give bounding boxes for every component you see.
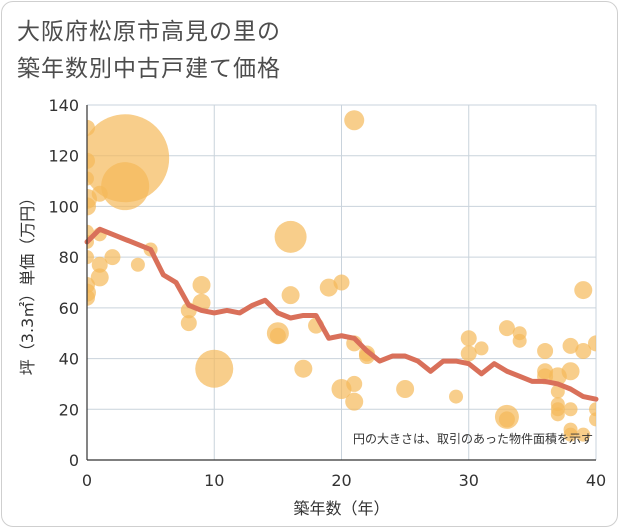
data-bubble [87, 152, 95, 169]
data-bubble [269, 327, 286, 344]
data-bubble [87, 197, 96, 216]
data-bubble [130, 257, 145, 272]
data-bubble [537, 342, 554, 359]
y-tick-label: 40 [59, 350, 79, 369]
data-bubble [575, 342, 592, 359]
chart-title: 大阪府松原市高見の里の 築年数別中古戸建て価格 [17, 14, 417, 88]
data-bubble [281, 286, 300, 305]
data-bubble [87, 171, 94, 186]
data-bubble [396, 380, 415, 398]
data-bubble [333, 274, 350, 291]
trend-line [84, 226, 599, 402]
data-bubble [498, 411, 515, 428]
y-tick-label: 140 [48, 96, 79, 115]
data-bubble [101, 162, 150, 211]
trend-series [84, 226, 599, 402]
data-bubble [294, 359, 313, 378]
data-bubble [195, 349, 234, 388]
data-bubble [561, 362, 580, 381]
y-tick-label: 0 [69, 451, 79, 470]
data-bubble [574, 281, 593, 300]
data-bubble [91, 256, 108, 273]
data-bubble [576, 427, 591, 442]
data-bubble [344, 110, 365, 131]
data-bubble [87, 289, 95, 306]
data-bubble [449, 389, 464, 404]
bubble-series [87, 110, 596, 442]
size-note: 円の大きさは、取引のあった物件面積を示す [353, 431, 593, 446]
data-bubble [512, 333, 527, 348]
chart-title-line-2: 築年数別中古戸建て価格 [17, 56, 281, 82]
x-tick-label: 30 [459, 471, 479, 490]
data-bubble [498, 320, 515, 337]
data-bubble [274, 220, 307, 253]
y-tick-label: 80 [59, 248, 79, 267]
y-tick-label: 100 [48, 197, 79, 216]
x-tick-label: 20 [331, 471, 351, 490]
data-bubble [550, 384, 565, 399]
x-tick-label: 0 [82, 471, 92, 490]
data-bubble [588, 335, 596, 352]
data-bubble [345, 392, 364, 411]
data-bubble [192, 276, 211, 295]
data-bubble [563, 402, 578, 417]
x-tick-label: 10 [204, 471, 224, 490]
x-axis-title: 築年数（年） [293, 499, 389, 518]
data-bubble [90, 268, 109, 287]
data-bubble [104, 249, 121, 266]
data-bubble [346, 375, 363, 392]
data-bubble [87, 119, 95, 136]
data-bubble [319, 278, 338, 297]
data-bubble [91, 185, 108, 202]
data-bubble [563, 427, 578, 442]
x-tick-label: 40 [586, 471, 606, 490]
y-tick-label: 20 [59, 400, 79, 419]
data-bubble [550, 407, 565, 422]
data-bubble [87, 250, 94, 265]
chart-title-line-1: 大阪府松原市高見の里の [17, 19, 281, 45]
data-bubble [562, 337, 579, 354]
data-bubble [589, 412, 596, 427]
data-bubble [180, 315, 197, 332]
data-bubble [460, 330, 477, 347]
data-bubble [87, 277, 95, 294]
y-tick-label: 60 [59, 299, 79, 318]
data-bubble [460, 345, 477, 362]
data-bubble [474, 341, 489, 356]
y-tick-label: 120 [48, 147, 79, 166]
axes: 0 20 40 60 80 100 120 140 0 10 20 30 40 [48, 96, 606, 490]
y-axis-title: 坪（3.3㎡）単価（万円） [18, 190, 37, 375]
